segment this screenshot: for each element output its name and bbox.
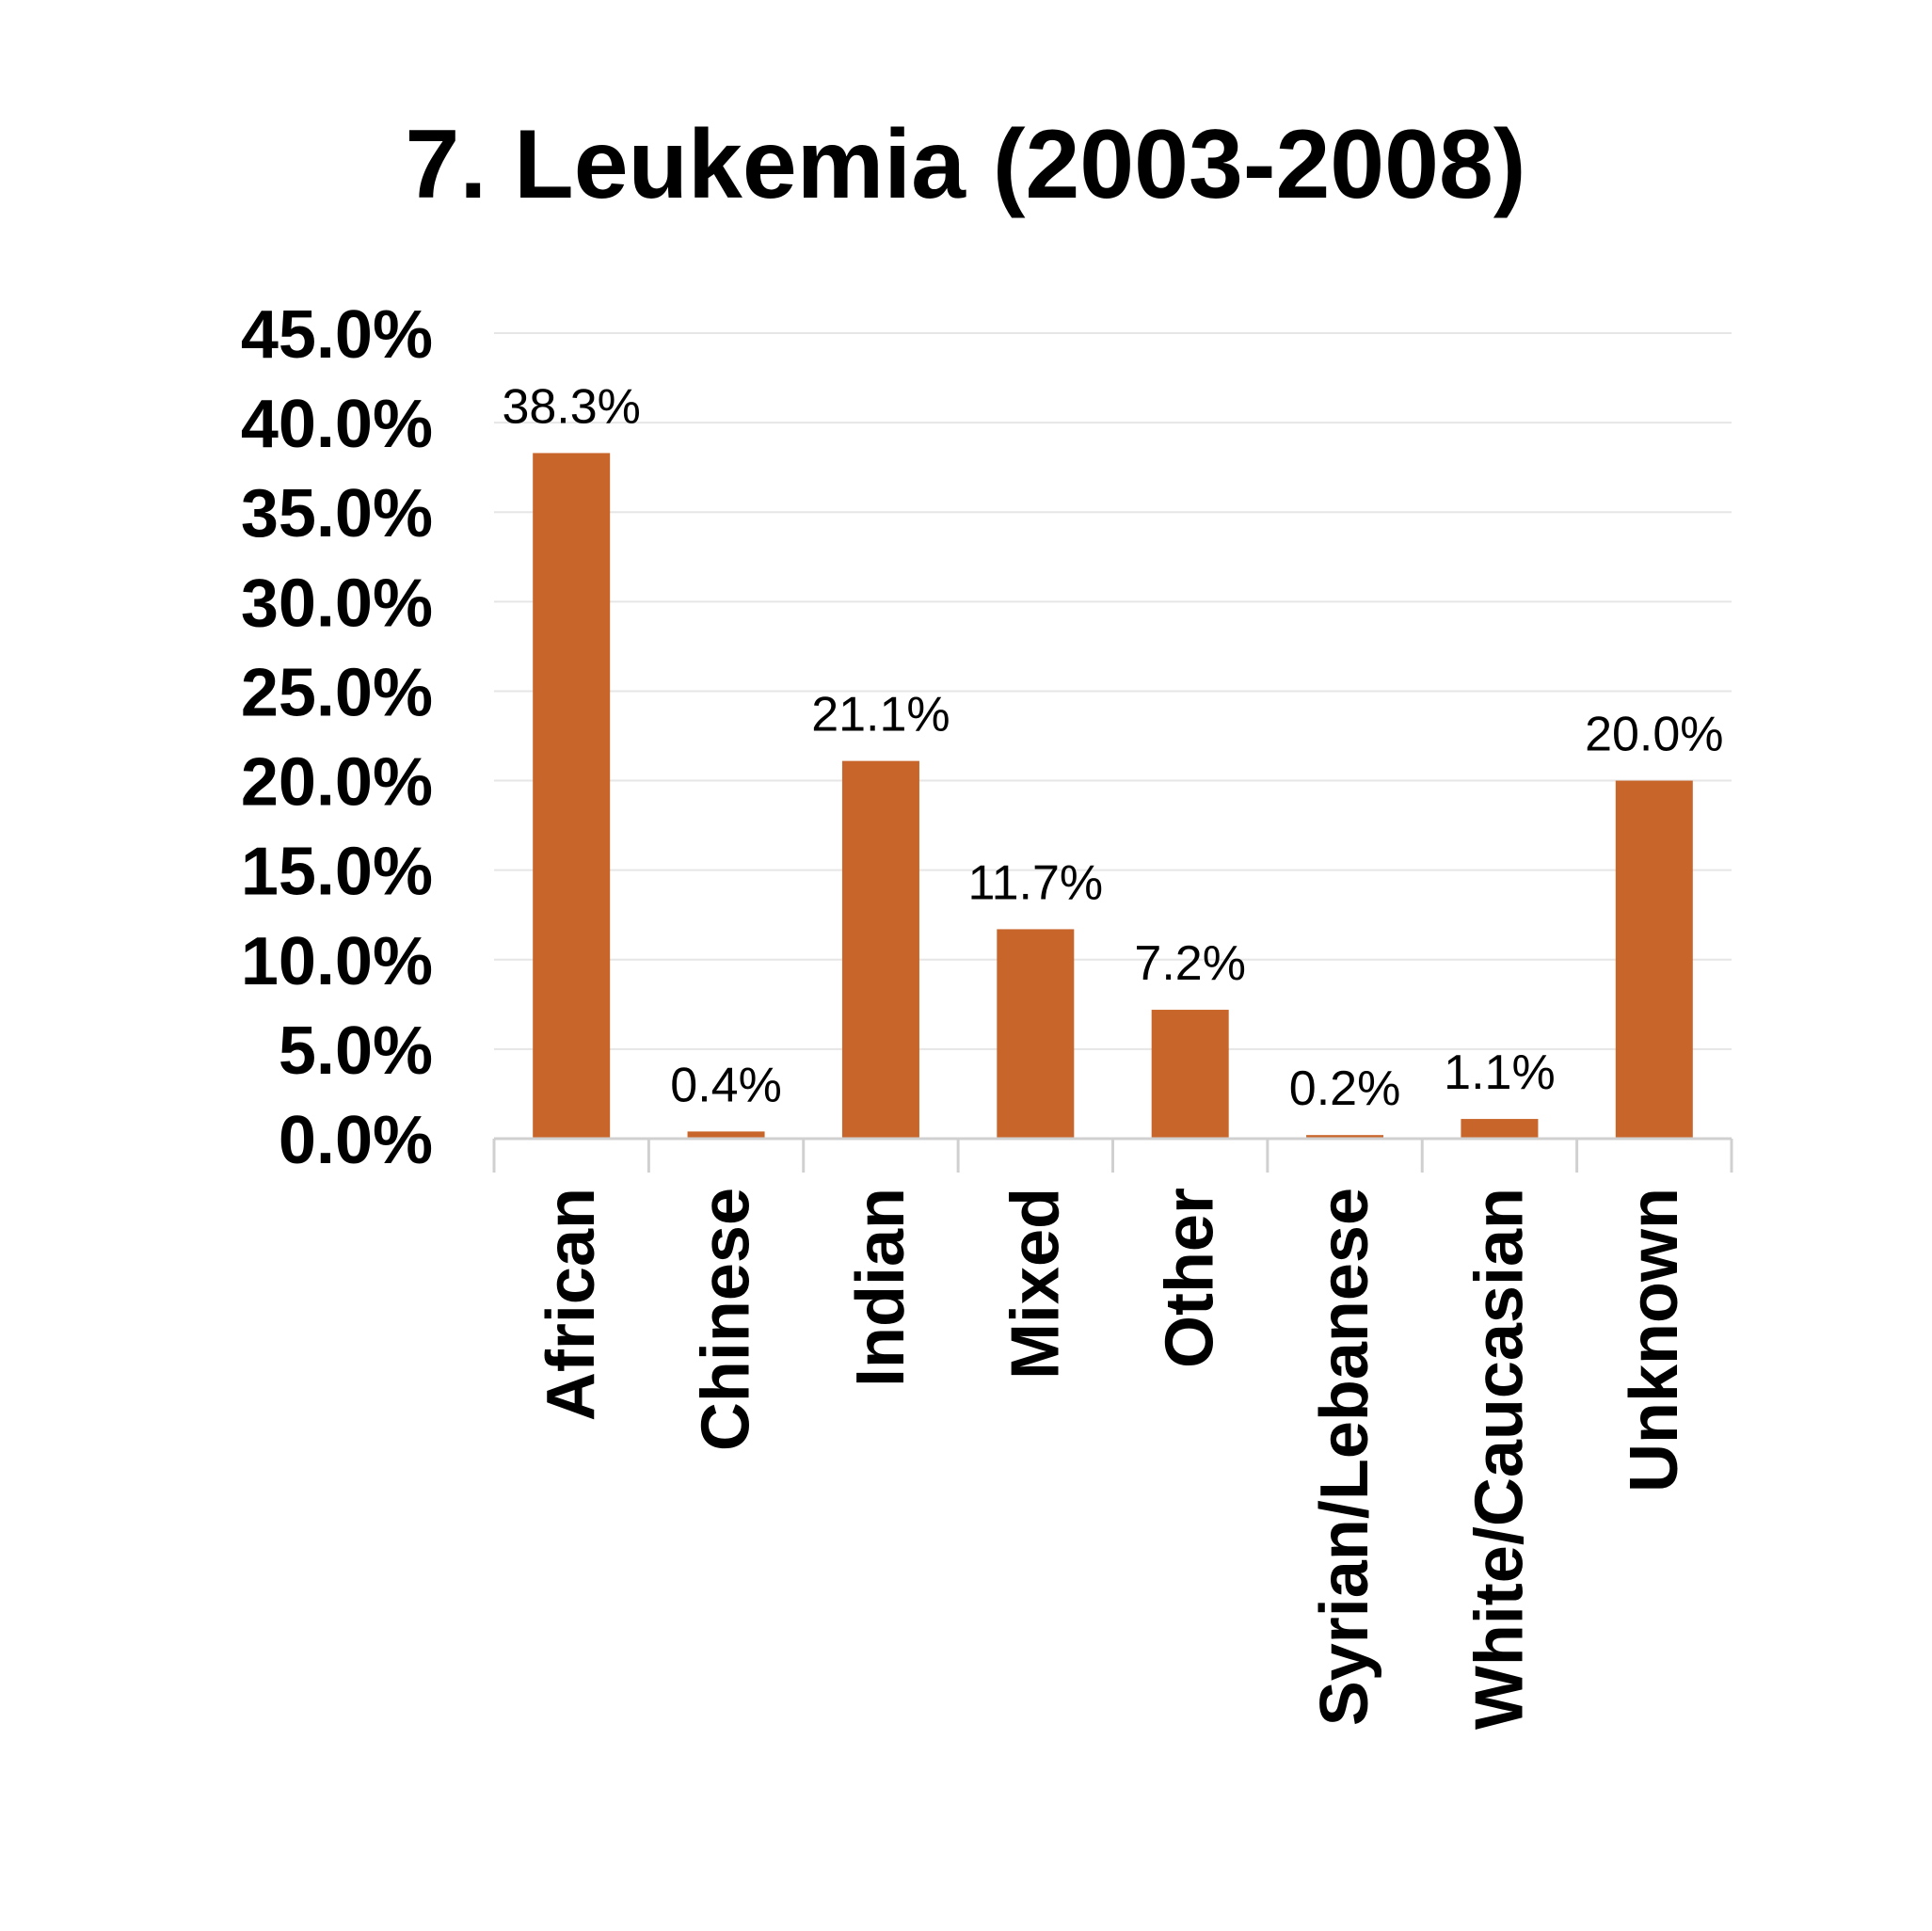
y-tick-label: 35.0% [241, 476, 433, 551]
y-tick-label: 25.0% [241, 655, 433, 730]
bar [997, 929, 1075, 1139]
y-axis-tick-labels: 0.0% 5.0% 10.0% 15.0% 20.0% 25.0% 30.0% 35.0% 40… [241, 297, 433, 1178]
bar [841, 760, 919, 1139]
data-label: 38.3% [502, 379, 640, 434]
x-tick-label: Indian [843, 1188, 918, 1387]
y-tick-label: 40.0% [241, 387, 433, 462]
bar [1461, 1119, 1539, 1139]
x-tick-label: Mixed [998, 1188, 1073, 1380]
x-tick-label: Other [1153, 1188, 1228, 1368]
x-axis [492, 1137, 1733, 1173]
y-tick-label: 20.0% [241, 745, 433, 821]
x-tick-label: Chinese [689, 1188, 764, 1451]
gridlines [494, 332, 1732, 1050]
bars [533, 453, 1693, 1140]
data-label: 21.1% [811, 688, 950, 742]
x-tick-label: African [534, 1188, 609, 1421]
y-tick-label: 45.0% [241, 297, 433, 373]
chart-title: 7. Leukemia (2003-2008) [406, 110, 1526, 219]
data-label: 0.4% [670, 1058, 782, 1112]
y-tick-label: 15.0% [241, 835, 433, 910]
bar [1615, 780, 1693, 1139]
bar [533, 453, 611, 1140]
y-tick-label: 30.0% [241, 566, 433, 641]
bar [687, 1131, 765, 1139]
x-tick-label: Syrian/Lebanese [1307, 1188, 1382, 1726]
bar [1306, 1135, 1384, 1139]
y-tick-label: 0.0% [279, 1103, 433, 1178]
data-label: 7.2% [1134, 936, 1246, 991]
bar [1151, 1010, 1229, 1139]
data-labels: 38.3% 0.4% 21.1% 11.7% 7.2% 0.2% 1.1% 20.0% [502, 379, 1723, 1116]
x-tick-label: Unknown [1617, 1188, 1692, 1492]
data-label: 1.1% [1444, 1045, 1556, 1100]
x-tick-label: White/Caucasian [1461, 1188, 1537, 1730]
y-tick-label: 5.0% [279, 1013, 433, 1089]
x-axis-tick-labels: African Chinese Indian Mixed Other Syrian/Leb… [534, 1188, 1692, 1730]
data-label: 11.7% [968, 855, 1104, 910]
data-label: 0.2% [1289, 1061, 1401, 1116]
y-tick-label: 10.0% [241, 924, 433, 999]
data-label: 20.0% [1585, 708, 1723, 762]
